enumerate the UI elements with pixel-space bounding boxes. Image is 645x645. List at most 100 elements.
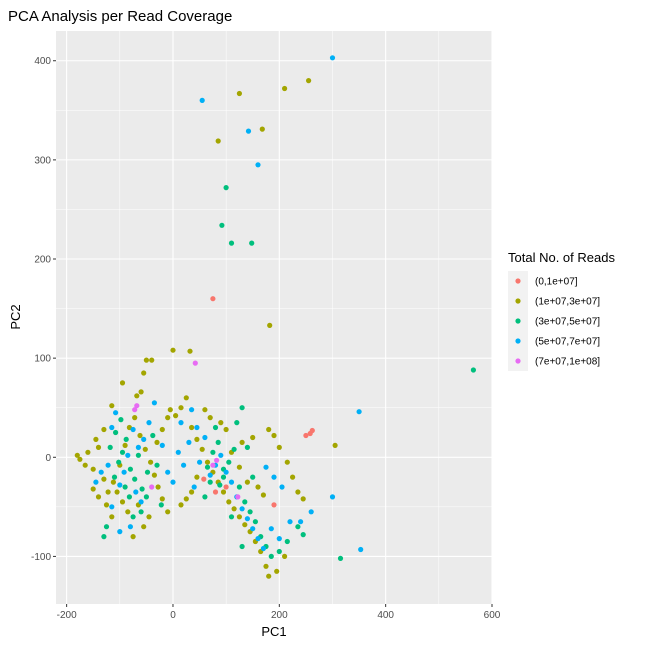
data-point-series-1 <box>282 553 288 560</box>
data-point-series-1 <box>236 464 242 470</box>
data-point-series-1 <box>93 436 99 442</box>
data-point-series-2 <box>138 509 144 515</box>
data-point-series-2 <box>226 459 232 465</box>
data-point-series-0 <box>223 484 229 490</box>
data-point-series-1 <box>155 484 161 490</box>
legend-label: (0,1e+07] <box>535 277 578 288</box>
data-point-series-2 <box>127 466 133 472</box>
legend-label: (5e+07,7e+07] <box>535 337 600 348</box>
data-point-series-3 <box>130 426 136 433</box>
data-point-series-3 <box>250 526 256 532</box>
data-point-series-1 <box>109 514 115 520</box>
data-point-series-1 <box>77 456 83 462</box>
data-point-series-4 <box>132 407 138 413</box>
y-tick-label: 100 <box>34 354 51 365</box>
data-point-series-3 <box>244 516 250 522</box>
data-point-series-2 <box>215 439 221 445</box>
data-point-series-3 <box>151 400 157 406</box>
data-point-series-3 <box>239 506 245 512</box>
data-point-series-1 <box>85 449 91 455</box>
data-point-series-1 <box>74 452 80 458</box>
data-point-series-1 <box>295 489 301 495</box>
data-point-series-1 <box>154 439 160 445</box>
data-point-series-3 <box>207 472 213 478</box>
legend: Total No. of Reads (0,1e+07] (1e+07,3e+07… <box>508 250 615 371</box>
data-point-series-0 <box>271 502 277 508</box>
y-axis-ticks: -100 0 100 200 300 400 <box>31 56 56 563</box>
data-point-series-2 <box>470 367 476 373</box>
data-point-series-1 <box>165 415 171 421</box>
data-point-series-3 <box>178 420 184 426</box>
data-point-series-3 <box>298 519 304 525</box>
data-point-series-3 <box>138 499 144 505</box>
data-point-series-3 <box>135 444 141 450</box>
data-point-series-3 <box>199 97 205 103</box>
data-point-series-1 <box>141 370 147 376</box>
data-point-series-3 <box>117 482 123 488</box>
data-point-series-1 <box>250 434 256 441</box>
data-point-series-3 <box>329 55 336 61</box>
data-point-series-1 <box>95 494 102 500</box>
data-point-series-3 <box>202 434 208 441</box>
data-point-series-3 <box>105 462 111 468</box>
data-point-series-1 <box>159 426 165 433</box>
legend-swatch <box>515 318 521 324</box>
data-point-series-1 <box>187 348 193 354</box>
data-point-series-1 <box>223 426 229 433</box>
data-point-series-1 <box>194 474 200 480</box>
data-point-series-3 <box>181 462 187 468</box>
data-point-series-1 <box>236 90 242 97</box>
data-point-series-2 <box>126 494 132 500</box>
data-point-series-3 <box>287 519 293 525</box>
data-point-series-1 <box>306 78 312 84</box>
data-point-series-4 <box>134 403 140 409</box>
data-point-series-1 <box>274 568 280 574</box>
data-point-series-1 <box>242 522 248 528</box>
data-point-series-1 <box>110 479 116 485</box>
data-point-series-1 <box>178 502 184 508</box>
data-point-series-1 <box>259 126 265 132</box>
data-point-series-2 <box>143 494 149 500</box>
x-tick-label: -200 <box>57 610 77 621</box>
data-point-series-1 <box>178 405 184 411</box>
data-point-series-1 <box>119 499 126 505</box>
x-tick-label: 200 <box>271 610 288 621</box>
data-point-series-4 <box>214 457 220 463</box>
data-point-series-2 <box>252 519 258 525</box>
data-point-series-1 <box>300 496 306 502</box>
data-point-series-1 <box>255 484 261 490</box>
legend-label: (1e+07,3e+07] <box>535 297 600 308</box>
data-point-series-1 <box>173 413 179 419</box>
data-point-series-3 <box>93 479 99 485</box>
data-point-series-2 <box>228 240 235 246</box>
data-point-series-3 <box>133 489 139 495</box>
data-point-series-3 <box>141 436 147 442</box>
y-tick-label: 0 <box>45 453 51 464</box>
data-point-series-3 <box>109 424 115 431</box>
grid-major <box>56 31 493 604</box>
legend-title: Total No. of Reads <box>508 250 615 265</box>
legend-item: (1e+07,3e+07] <box>508 291 600 311</box>
data-point-series-3 <box>109 504 115 510</box>
data-point-series-3 <box>197 459 203 465</box>
data-point-series-2 <box>212 424 219 431</box>
data-point-series-1 <box>109 403 115 409</box>
data-point-series-2 <box>276 548 282 555</box>
y-tick-label: 300 <box>34 155 51 166</box>
data-point-series-3 <box>358 546 364 553</box>
data-point-series-1 <box>194 436 200 442</box>
data-point-series-2 <box>119 449 126 455</box>
data-point-series-1 <box>207 415 213 421</box>
data-point-series-1 <box>266 573 272 579</box>
data-point-series-1 <box>148 459 154 465</box>
y-tick-label: 400 <box>34 56 51 67</box>
data-point-series-1 <box>90 466 96 472</box>
data-point-series-1 <box>282 85 288 92</box>
data-point-series-1 <box>267 322 273 328</box>
data-point-series-2 <box>219 222 225 228</box>
data-point-series-1 <box>159 496 165 502</box>
data-point-series-1 <box>138 389 144 395</box>
legend-item: (0,1e+07] <box>508 271 578 291</box>
legend-item: (7e+07,1e+08] <box>508 351 600 371</box>
